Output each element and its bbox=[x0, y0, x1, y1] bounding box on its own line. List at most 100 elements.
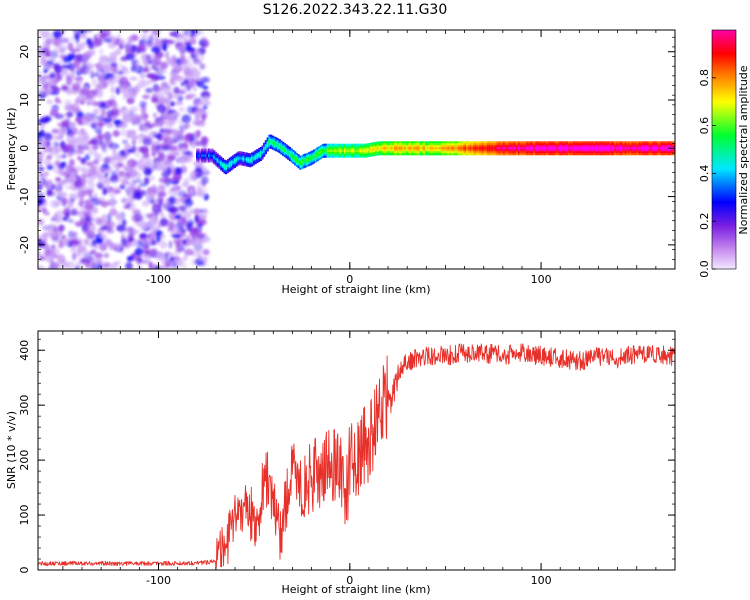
signal-trace-segment bbox=[602, 147, 605, 150]
signal-trace-segment bbox=[290, 154, 293, 157]
noise-speckle bbox=[143, 167, 153, 176]
noise-speckle bbox=[98, 48, 104, 55]
noise-speckle bbox=[66, 110, 73, 118]
noise-speckle bbox=[173, 71, 179, 76]
noise-speckle bbox=[99, 226, 105, 231]
signal-trace-segment bbox=[335, 149, 338, 152]
noise-speckle bbox=[106, 80, 116, 87]
signal-trace-segment bbox=[435, 147, 438, 150]
noise-speckle bbox=[50, 85, 58, 90]
noise-speckle bbox=[134, 248, 144, 256]
noise-speckle bbox=[59, 37, 70, 44]
signal-trace-segment bbox=[356, 149, 359, 152]
noise-speckle bbox=[100, 102, 106, 108]
signal-trace-segment bbox=[499, 147, 502, 150]
signal-trace-segment bbox=[564, 147, 567, 150]
noise-speckle bbox=[189, 174, 197, 182]
signal-trace-segment bbox=[543, 147, 546, 150]
signal-trace-segment bbox=[202, 154, 206, 157]
signal-trace-segment bbox=[239, 156, 242, 160]
signal-trace-segment bbox=[552, 147, 555, 150]
signal-trace-segment bbox=[304, 159, 307, 162]
noise-speckle bbox=[152, 90, 161, 96]
noise-speckle bbox=[73, 59, 81, 69]
noise-speckle bbox=[45, 52, 51, 58]
noise-speckle bbox=[50, 199, 60, 208]
noise-speckle bbox=[66, 175, 77, 184]
noise-speckle bbox=[127, 233, 134, 243]
noise-speckle bbox=[130, 44, 137, 53]
noise-speckle bbox=[151, 97, 159, 103]
noise-speckle bbox=[134, 213, 144, 222]
noise-speckle bbox=[41, 207, 47, 213]
signal-trace-segment bbox=[240, 157, 243, 160]
noise-speckle bbox=[102, 165, 113, 174]
signal-trace-segment bbox=[323, 149, 326, 152]
noise-speckle bbox=[138, 123, 146, 132]
noise-speckle bbox=[43, 69, 48, 74]
noise-speckle bbox=[102, 187, 108, 196]
snr-series-line bbox=[38, 343, 675, 570]
noise-speckle bbox=[139, 233, 146, 240]
noise-speckle bbox=[164, 51, 170, 60]
signal-trace-segment bbox=[287, 151, 290, 154]
signal-trace-segment bbox=[326, 149, 329, 152]
signal-trace-segment bbox=[270, 140, 273, 143]
spectrogram-x-ticks: -100 0 100 bbox=[62, 30, 676, 286]
snr-y-tick-label: 200 bbox=[18, 450, 31, 471]
noise-speckle bbox=[58, 235, 63, 241]
noise-speckle bbox=[94, 124, 100, 133]
noise-speckle bbox=[159, 240, 168, 249]
signal-trace-segment bbox=[598, 147, 601, 150]
signal-trace-segment bbox=[245, 158, 249, 161]
signal-trace-segment bbox=[443, 147, 447, 150]
noise-speckle bbox=[49, 72, 55, 79]
noise-speckle bbox=[97, 81, 104, 89]
noise-speckle bbox=[71, 253, 77, 261]
signal-trace-segment bbox=[516, 147, 519, 150]
noise-speckle bbox=[153, 140, 161, 146]
signal-trace-segment bbox=[318, 152, 321, 155]
snr-y-tick-label: 400 bbox=[18, 340, 31, 361]
noise-speckle bbox=[125, 186, 135, 196]
noise-speckle bbox=[165, 39, 175, 45]
signal-trace-segment bbox=[605, 147, 608, 150]
noise-speckle bbox=[161, 145, 171, 151]
signal-trace-segment bbox=[316, 153, 319, 156]
signal-trace-segment bbox=[419, 147, 422, 150]
signal-trace-segment bbox=[481, 147, 484, 150]
signal-trace-segment bbox=[635, 147, 638, 150]
signal-trace-segment bbox=[643, 147, 646, 150]
noise-speckle bbox=[85, 115, 95, 121]
noise-speckle bbox=[58, 242, 65, 249]
signal-trace-segment bbox=[476, 147, 479, 150]
noise-speckle bbox=[169, 256, 175, 261]
noise-speckle bbox=[91, 89, 98, 95]
spectrogram-x-axis-label: Height of straight line (km) bbox=[281, 283, 430, 296]
noise-speckle bbox=[48, 50, 59, 59]
noise-speckle bbox=[178, 107, 186, 112]
noise-speckle bbox=[143, 257, 151, 262]
noise-speckle bbox=[149, 193, 156, 200]
signal-trace-segment bbox=[528, 147, 531, 150]
noise-speckle bbox=[121, 117, 131, 124]
signal-trace-segment bbox=[633, 147, 636, 150]
signal-trace-segment bbox=[640, 147, 643, 150]
signal-trace-segment bbox=[345, 149, 348, 152]
noise-speckle bbox=[49, 32, 54, 41]
signal-trace-segment bbox=[507, 147, 510, 150]
noise-speckle bbox=[150, 239, 157, 246]
noise-speckle bbox=[98, 138, 105, 145]
noise-speckle bbox=[148, 248, 156, 257]
noise-speckle bbox=[108, 121, 113, 128]
signal-trace-segment bbox=[583, 147, 586, 150]
noise-speckle bbox=[99, 263, 109, 269]
noise-speckle bbox=[51, 37, 60, 47]
noise-speckle bbox=[173, 189, 178, 198]
noise-speckle bbox=[69, 240, 78, 248]
noise-speckle bbox=[122, 240, 132, 249]
noise-speckle bbox=[138, 133, 146, 140]
signal-trace-segment bbox=[502, 147, 505, 150]
signal-trace-segment bbox=[445, 147, 448, 150]
